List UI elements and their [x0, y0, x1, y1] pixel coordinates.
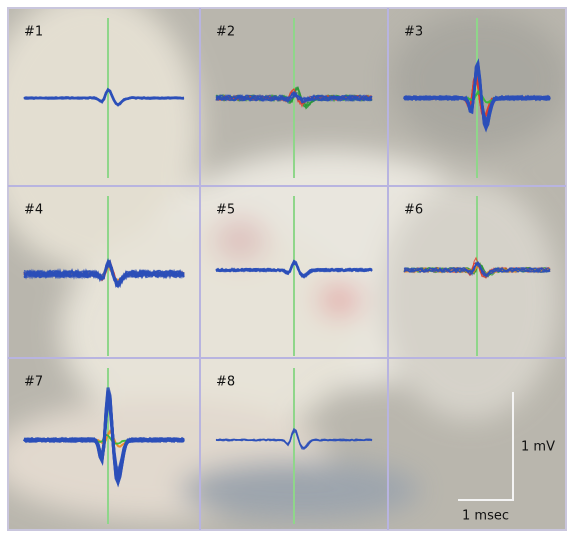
panel-label: #6	[404, 203, 423, 218]
time-scale-label: 1 msec	[462, 509, 509, 524]
panel-label: #7	[24, 375, 43, 390]
page: #1#2#3#4#5#6#7#8 1 mV 1 msec (() => { co…	[0, 0, 572, 535]
panel-label: #3	[404, 25, 423, 40]
background-photo	[0, 0, 570, 530]
panel-label: #2	[216, 25, 235, 40]
panel-label: #5	[216, 203, 235, 218]
figure: #1 #2 #3 #4 #5 #6 #7 #8 1 mV 1 msec	[0, 0, 572, 535]
panel-label: #4	[24, 203, 43, 218]
panel-label: #8	[216, 375, 235, 390]
panel-label: #1	[24, 25, 43, 40]
voltage-scale-label: 1 mV	[521, 440, 555, 455]
